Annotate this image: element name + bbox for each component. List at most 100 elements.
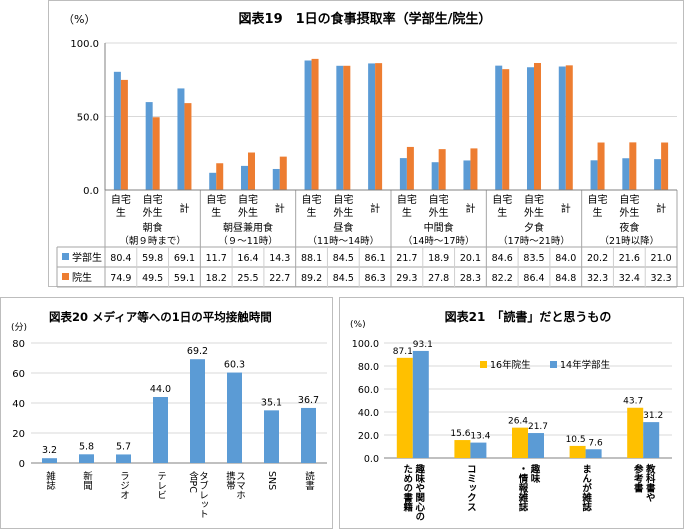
bar-16年院生	[396, 357, 413, 458]
chart-title: 図表20 メディア等への1日の平均接触時間	[49, 310, 272, 324]
x-sub-label: 計	[465, 202, 475, 215]
table-value: 84.8	[555, 273, 576, 284]
table-value: 69.1	[174, 253, 195, 264]
bar-学部生	[272, 168, 280, 190]
bar	[42, 458, 57, 463]
bar	[264, 410, 279, 463]
table-value: 20.2	[587, 253, 608, 264]
chart-panel-reading: 図表21 「読書」だと思うもの (%) 0.0 20.0 40.0 60.0 80.0 100…	[339, 297, 684, 529]
x-tick-label: ラジオ	[118, 471, 130, 500]
y-tick-label: 100.0	[352, 339, 379, 350]
table-value: 74.9	[110, 273, 131, 284]
group-sub-label: （11時～14時）	[307, 235, 379, 247]
x-tick-label: 教科書や	[644, 463, 657, 502]
bar-16年院生	[569, 445, 586, 458]
bar-14年学部生	[585, 449, 602, 458]
x-tick-label: まんが雑誌	[580, 463, 593, 512]
bar-院生	[343, 65, 351, 190]
bar-院生	[502, 69, 510, 190]
legend-label: 院生	[72, 271, 92, 284]
bar-学部生	[209, 172, 217, 190]
x-sub-label: 生	[497, 206, 507, 219]
bar-14年学部生	[412, 350, 429, 458]
legend-label: 14年学部生	[560, 359, 611, 371]
x-sub-label: 外生	[524, 206, 544, 219]
table-value: 89.2	[301, 273, 322, 284]
data-label: 60.3	[224, 360, 245, 371]
data-label: 10.5	[566, 435, 586, 445]
bar-学部生	[368, 63, 376, 190]
table-value: 20.1	[460, 253, 481, 264]
bar-学部生	[527, 67, 534, 190]
x-tick-label: SNS	[266, 471, 277, 490]
bar-院生	[279, 156, 287, 190]
bar-院生	[152, 117, 160, 190]
bar-院生	[375, 63, 383, 190]
table-value: 84.6	[492, 253, 513, 264]
table-value: 49.5	[142, 273, 163, 284]
x-sub-label: 生	[211, 206, 221, 219]
bar-学部生	[113, 71, 121, 190]
table-value: 59.8	[142, 253, 163, 264]
bar-院生	[120, 79, 128, 190]
bar	[190, 359, 205, 463]
x-tick-label: 雑誌	[44, 470, 56, 491]
x-sub-label: 計	[179, 202, 189, 215]
table-value: 18.9	[428, 253, 449, 264]
data-label: 13.4	[470, 432, 490, 442]
table-value: 88.1	[301, 253, 322, 264]
x-sub-label: 外生	[429, 206, 449, 219]
table-value: 80.4	[110, 253, 131, 264]
x-tick-label: ための書籍	[401, 464, 414, 512]
y-tick-label: 60	[12, 369, 25, 380]
y-tick-label: 40.0	[358, 408, 379, 419]
x-tick-label: 参考書	[632, 463, 645, 493]
group-sub-label: （14時～17時）	[403, 235, 475, 247]
bar-院生	[470, 148, 478, 190]
x-sub-label: 自宅	[302, 193, 322, 206]
bar-学部生	[495, 65, 503, 190]
x-sub-label: 生	[402, 206, 412, 219]
media-time-chart: 図表20 メディア等への1日の平均接触時間 (分) 0 20 40 60 80 3.2 5.8 5…	[11, 310, 327, 519]
bar-16年院生	[512, 427, 528, 458]
table-value: 16.4	[237, 253, 258, 264]
table-value: 59.1	[174, 273, 195, 284]
group-sub-label: （朝９時まで）	[119, 235, 186, 247]
table-value: 21.7	[396, 253, 417, 264]
x-tick-label: 携帯	[224, 470, 236, 491]
group-sub-label: （９～11時）	[218, 235, 278, 247]
bar-院生	[661, 142, 669, 190]
y-tick-label: 40	[12, 399, 25, 410]
y-tick-label: 80	[12, 339, 25, 350]
table-value: 29.3	[396, 273, 417, 284]
chart-panel-meal-rate: 図表19 1日の食事摂取率（学部生/院生） （%） 0.0 50.0 100.0 学部生 8…	[48, 0, 684, 288]
group-label: 夜食	[619, 221, 639, 234]
group-label: 夕食	[524, 221, 544, 234]
data-label: 44.0	[150, 384, 171, 395]
x-sub-label: 自宅	[524, 193, 544, 206]
x-sub-label: 自宅	[143, 193, 163, 206]
data-label: 7.6	[588, 438, 603, 448]
table-value: 84.5	[333, 273, 354, 284]
data-label: 15.6	[450, 429, 470, 439]
x-tick-label: 読書	[303, 470, 315, 491]
table-value: 86.1	[365, 253, 386, 264]
bar-院生	[248, 152, 255, 190]
unit-label: (%)	[350, 320, 366, 330]
unit-label: (分)	[11, 322, 27, 333]
x-sub-label: 自宅	[588, 193, 608, 206]
data-label: 35.1	[261, 397, 282, 408]
legend-label: 学部生	[72, 251, 102, 264]
table-value: 22.7	[269, 273, 290, 284]
bar-学部生	[431, 162, 439, 190]
x-sub-label: 外生	[333, 206, 353, 219]
bar-学部生	[145, 102, 153, 190]
x-sub-label: 計	[656, 202, 666, 215]
y-tick-label: 60.0	[358, 385, 379, 396]
bar-学部生	[336, 65, 344, 190]
bar-14年学部生	[643, 422, 660, 458]
x-tick-label: タブレット	[197, 471, 209, 519]
data-label: 69.2	[187, 346, 208, 357]
x-sub-label: 自宅	[238, 193, 258, 206]
y-tick-label: 100.0	[70, 39, 99, 50]
